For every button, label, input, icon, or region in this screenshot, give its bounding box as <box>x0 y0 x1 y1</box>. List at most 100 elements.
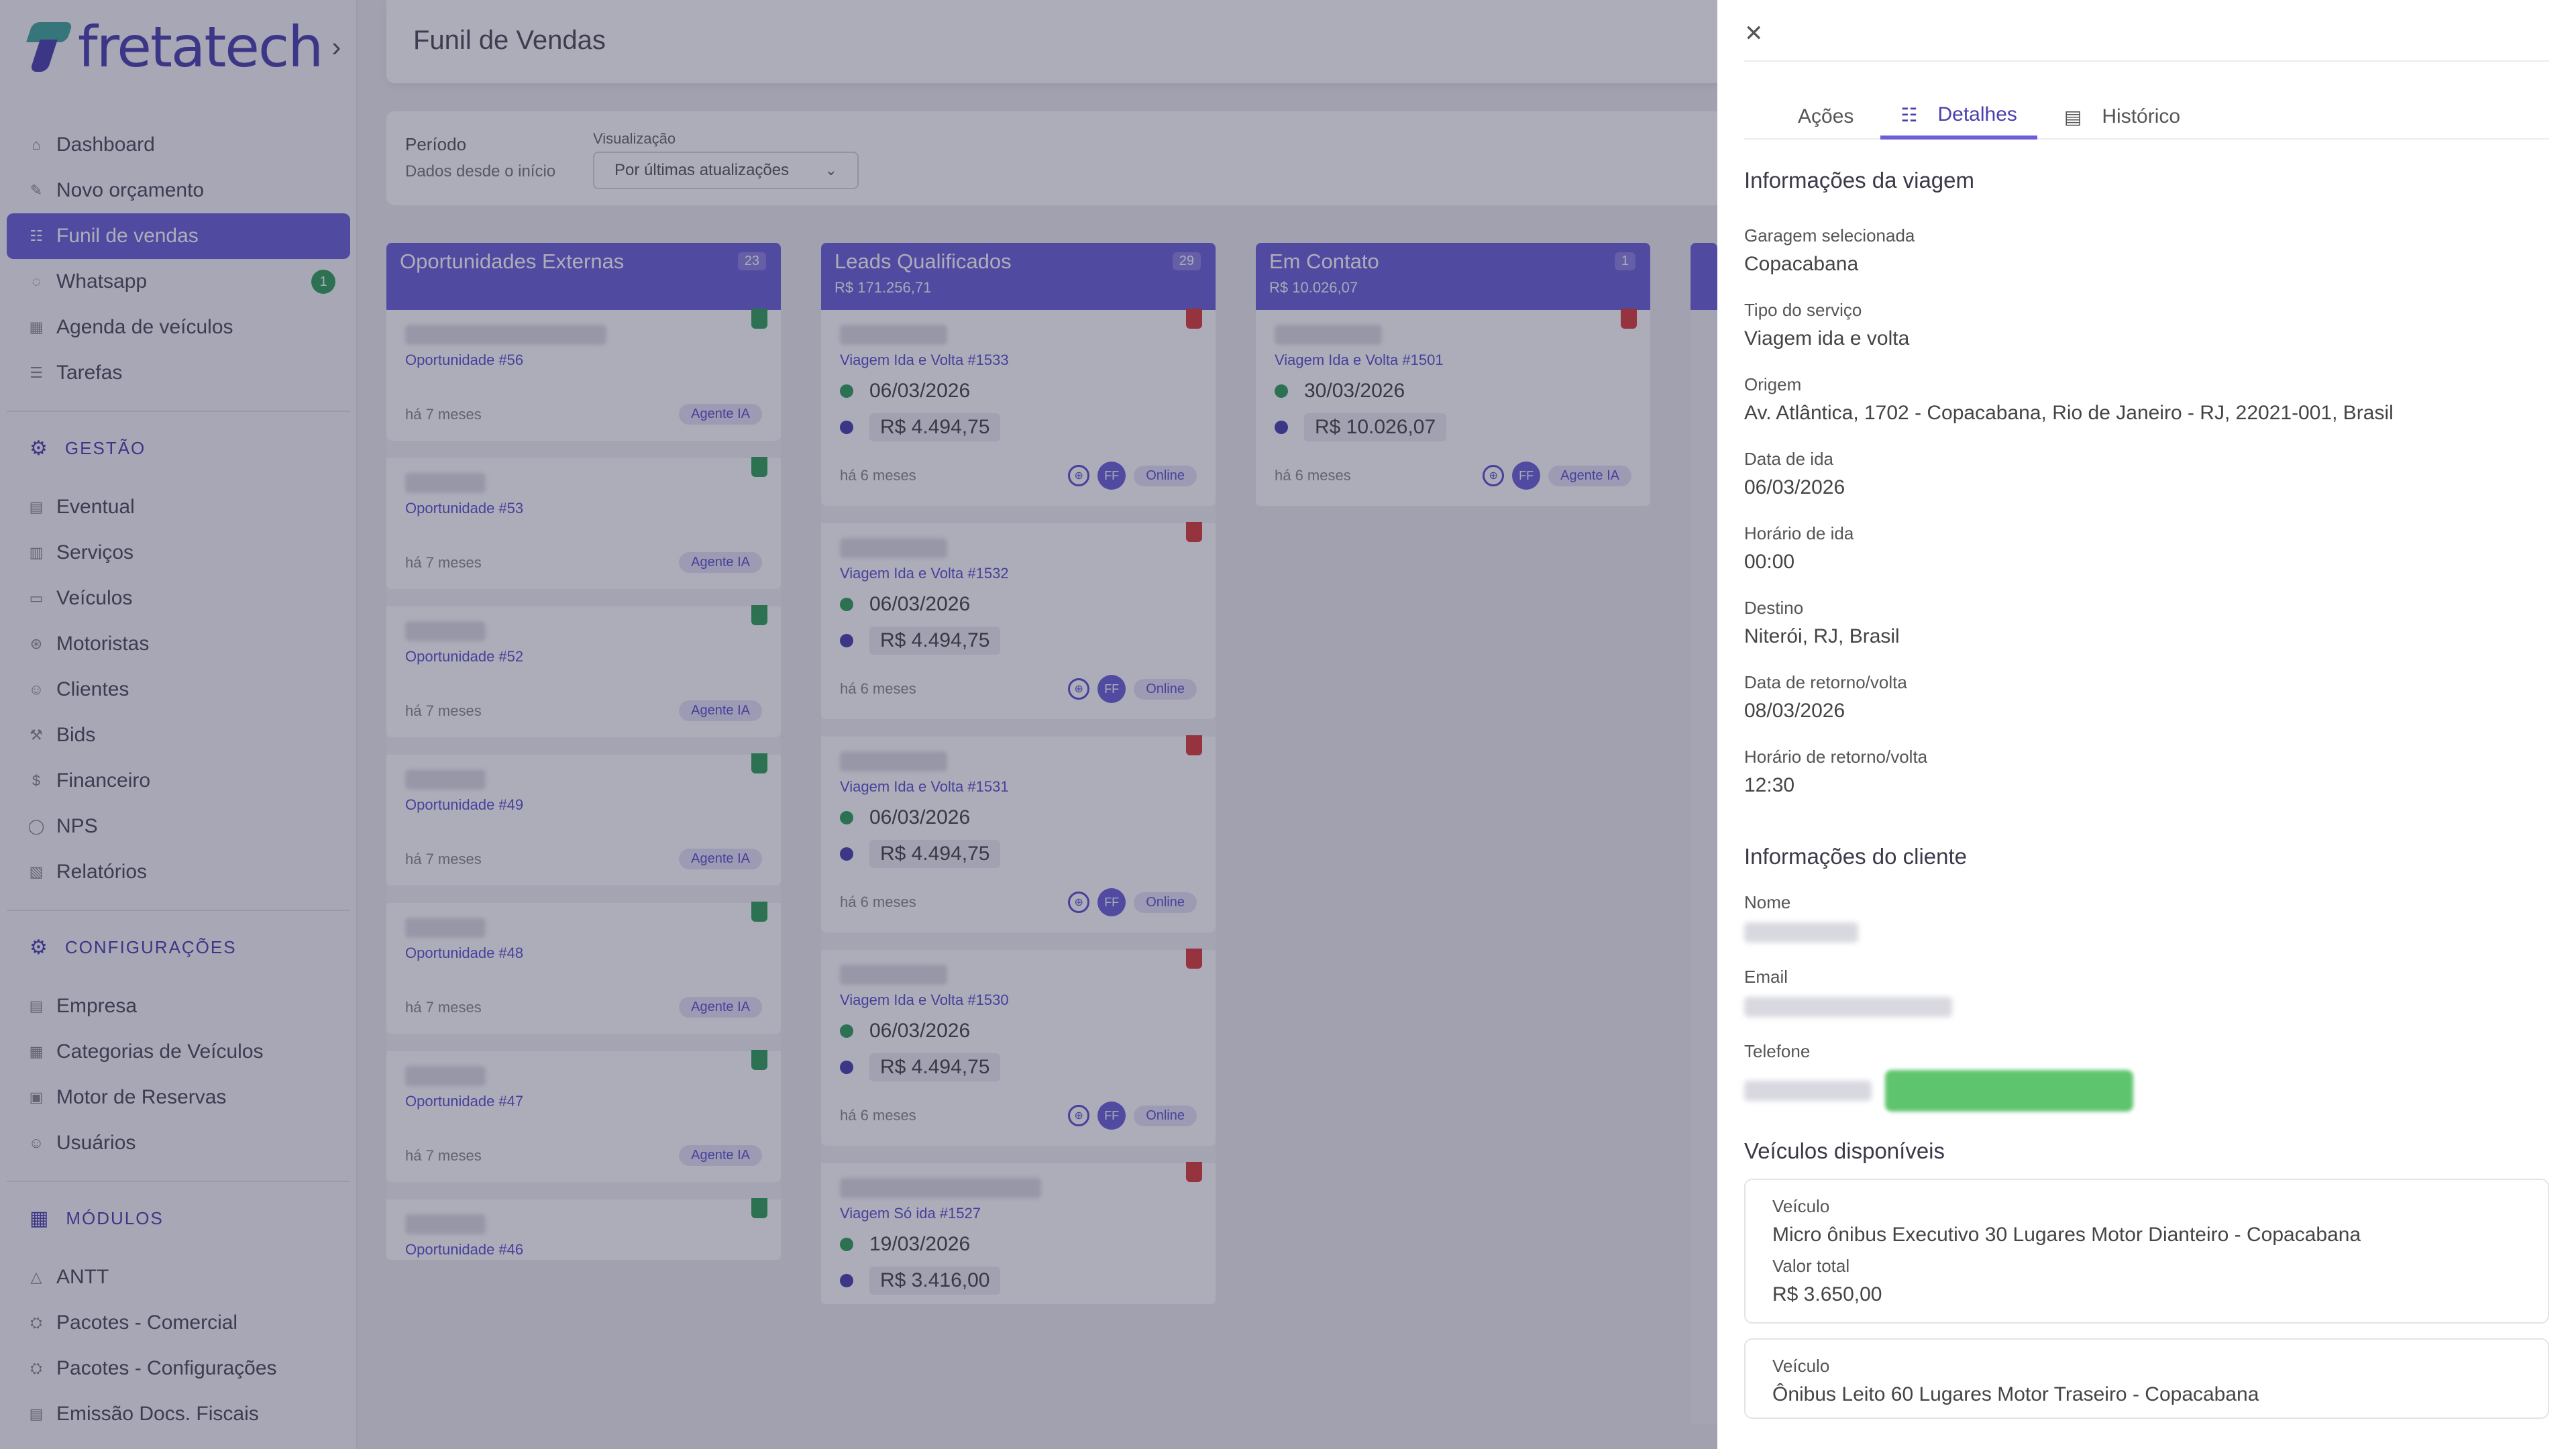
opportunity-card[interactable]: Oportunidade #49 há 7 meses Agente IA <box>386 753 781 885</box>
sidebar-item-novo-orcamento[interactable]: ✎ Novo orçamento <box>7 168 350 213</box>
lead-card[interactable]: Viagem Ida e Volta #1533 06/03/2026 R$ 4… <box>821 309 1216 506</box>
package-icon: ⛭ <box>30 1314 42 1331</box>
gavel-icon: ⚒ <box>30 727 43 743</box>
client-name-blurred <box>405 621 486 641</box>
visualization-select[interactable]: Por últimas atualizações ⌄ <box>593 152 859 189</box>
whatsapp-button[interactable] <box>1885 1070 2133 1112</box>
sidebar-item-relatorios[interactable]: ▧ Relatórios <box>7 849 350 895</box>
card-link[interactable]: Viagem Ida e Volta #1531 <box>840 778 1009 795</box>
notification-badge: 1 <box>311 270 335 294</box>
period-value[interactable]: Dados desde o início <box>405 162 556 180</box>
sidebar-item-pacotes-config[interactable]: ⛭ Pacotes - Configurações <box>7 1346 350 1391</box>
modal-backdrop[interactable] <box>0 0 1717 1449</box>
card-link[interactable]: Viagem Ida e Volta #1533 <box>840 352 1009 368</box>
sidebar-item-financeiro[interactable]: $ Financeiro <box>7 758 350 804</box>
date-dot <box>840 1024 853 1038</box>
sidebar-item-eventual[interactable]: ▤ Eventual <box>7 484 350 530</box>
section-title: CONFIGURAÇÕES <box>64 936 237 957</box>
sidebar-item-tarefas[interactable]: ☰ Tarefas <box>7 350 350 396</box>
card-link[interactable]: Oportunidade #47 <box>405 1093 524 1110</box>
vehicle-card[interactable]: Veículo Micro ônibus Executivo 30 Lugare… <box>1744 1179 2549 1324</box>
lead-card[interactable]: Viagem Ida e Volta #1531 06/03/2026 R$ 4… <box>821 735 1216 932</box>
sidebar-item-nps[interactable]: ◯ NPS <box>7 804 350 849</box>
sidebar-item-label: Motor de Reservas <box>56 1086 227 1108</box>
card-link[interactable]: Viagem Ida e Volta #1501 <box>1275 352 1444 368</box>
steering-wheel-icon: ⊛ <box>30 635 43 652</box>
column-title: Oportunidades Externas <box>400 250 625 273</box>
value-dot <box>840 1274 853 1287</box>
column-count: 1 <box>1614 252 1635 270</box>
card-link[interactable]: Oportunidade #52 <box>405 648 524 665</box>
field-value-tipo-servico: Viagem ida e volta <box>1744 327 1910 350</box>
gear-icon: ⚙ <box>30 437 49 460</box>
close-icon[interactable]: ✕ <box>1744 21 1764 46</box>
card-link[interactable]: Oportunidade #53 <box>405 500 524 517</box>
trip-value: R$ 4.494,75 <box>869 1053 1001 1081</box>
sidebar-item-whatsapp[interactable]: ◌ Whatsapp 1 <box>7 259 350 305</box>
sidebar-item-antt[interactable]: △ ANTT <box>7 1254 350 1300</box>
column-partial <box>1690 243 1717 1424</box>
brand-logo[interactable]: fretatech › <box>26 14 341 80</box>
chevron-right-icon[interactable]: › <box>331 31 341 62</box>
globe-icon: ⊕ <box>1068 892 1090 913</box>
sidebar-item-categorias[interactable]: ▦ Categorias de Veículos <box>7 1029 350 1075</box>
opportunity-card[interactable]: Oportunidade #47 há 7 meses Agente IA <box>386 1050 781 1182</box>
opportunity-card[interactable]: Oportunidade #56 há 7 meses Agente IA <box>386 309 781 441</box>
sidebar-item-veiculos[interactable]: ▭ Veículos <box>7 576 350 621</box>
field-label: Garagem selecionada <box>1744 225 1915 246</box>
sidebar-item-label: Serviços <box>56 541 134 564</box>
sidebar-item-pacotes-comercial[interactable]: ⛭ Pacotes - Comercial <box>7 1300 350 1346</box>
client-name-blurred <box>840 751 947 771</box>
sidebar-item-motor-reservas[interactable]: ▣ Motor de Reservas <box>7 1075 350 1120</box>
opportunity-card[interactable]: Oportunidade #53 há 7 meses Agente IA <box>386 457 781 589</box>
vehicle-card[interactable]: Veículo Ônibus Leito 60 Lugares Motor Tr… <box>1744 1338 2549 1419</box>
package-icon: ⛭ <box>30 1360 42 1377</box>
sidebar-item-label: Usuários <box>56 1132 136 1154</box>
report-icon: ▧ <box>29 863 44 880</box>
status-flag <box>751 1050 767 1070</box>
sidebar-item-bids[interactable]: ⚒ Bids <box>7 712 350 758</box>
sidebar-item-clientes[interactable]: ☺ Clientes <box>7 667 350 712</box>
tab-detalhes[interactable]: ☷ Detalhes <box>1880 94 2037 140</box>
card-link[interactable]: Viagem Só ida #1527 <box>840 1205 981 1222</box>
card-time: há 6 meses <box>840 680 916 697</box>
lead-card[interactable]: Viagem Ida e Volta #1532 06/03/2026 R$ 4… <box>821 522 1216 719</box>
sidebar-item-dashboard[interactable]: ⌂ Dashboard <box>7 122 350 168</box>
value-dot <box>840 847 853 861</box>
sidebar-item-motoristas[interactable]: ⊛ Motoristas <box>7 621 350 667</box>
card-link[interactable]: Oportunidade #48 <box>405 945 524 961</box>
sidebar-item-emissao-docs[interactable]: ▤ Emissão Docs. Fiscais <box>7 1391 350 1437</box>
status-flag <box>751 1198 767 1218</box>
brand-name: fretatech <box>78 14 323 80</box>
tab-acoes[interactable]: Ações <box>1744 94 1874 140</box>
card-link[interactable]: Oportunidade #49 <box>405 796 524 813</box>
card-link[interactable]: Oportunidade #46 <box>405 1241 524 1258</box>
card-link[interactable]: Oportunidade #56 <box>405 352 524 368</box>
trip-value: R$ 4.494,75 <box>869 413 1001 441</box>
chevron-down-icon: ⌄ <box>824 162 837 178</box>
page-title: Funil de Vendas <box>413 25 606 55</box>
value-dot <box>840 1061 853 1074</box>
sidebar-item-label: Whatsapp <box>56 270 148 292</box>
opportunity-card[interactable]: Oportunidade #46 <box>386 1198 781 1260</box>
trip-value: R$ 3.416,00 <box>869 1267 1001 1295</box>
column-count: 29 <box>1172 252 1201 270</box>
lead-card[interactable]: Viagem Ida e Volta #1501 30/03/2026 R$ 1… <box>1256 309 1650 506</box>
sidebar-item-servicos[interactable]: ▥ Serviços <box>7 530 350 576</box>
card-link[interactable]: Viagem Ida e Volta #1532 <box>840 565 1009 582</box>
card-time: há 6 meses <box>840 467 916 484</box>
tab-historico[interactable]: ▤ Histórico <box>2044 94 2200 140</box>
opportunity-card[interactable]: Oportunidade #52 há 7 meses Agente IA <box>386 605 781 737</box>
trip-date: 06/03/2026 <box>869 1020 971 1042</box>
sidebar-item-funil-de-vendas[interactable]: ☷ Funil de vendas <box>7 213 350 259</box>
lead-card[interactable]: Viagem Ida e Volta #1530 06/03/2026 R$ 4… <box>821 949 1216 1146</box>
card-link[interactable]: Viagem Ida e Volta #1530 <box>840 991 1009 1008</box>
opportunity-card[interactable]: Oportunidade #48 há 7 meses Agente IA <box>386 902 781 1034</box>
field-label: Horário de ida <box>1744 523 1854 543</box>
lead-card[interactable]: Viagem Só ida #1527 19/03/2026 R$ 3.416,… <box>821 1162 1216 1304</box>
source-tag: Online <box>1134 678 1197 700</box>
trip-date: 30/03/2026 <box>1304 380 1405 402</box>
sidebar-item-empresa[interactable]: ▤ Empresa <box>7 983 350 1029</box>
sidebar-item-agenda[interactable]: ▦ Agenda de veículos <box>7 305 350 350</box>
sidebar-item-usuarios[interactable]: ☺ Usuários <box>7 1120 350 1166</box>
